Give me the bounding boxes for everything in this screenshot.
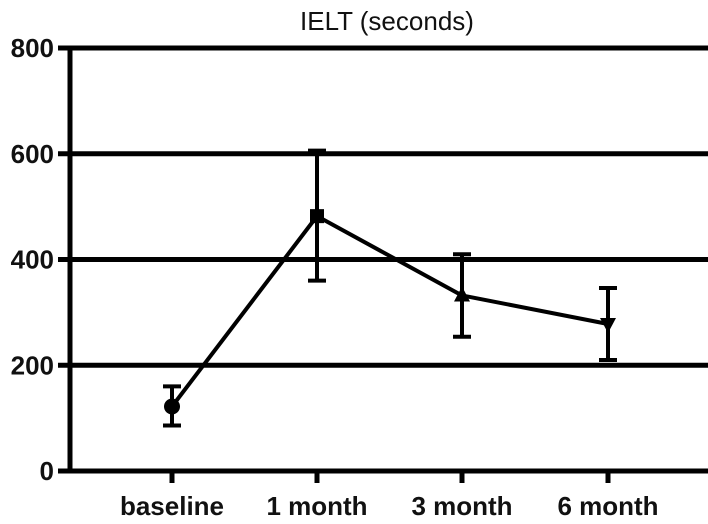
point-2 (454, 286, 470, 302)
chart-title: IELT (seconds) (300, 6, 474, 36)
series-path (170, 214, 609, 408)
x-tick-label-2: 3 month (411, 491, 512, 521)
point-3 (600, 318, 616, 334)
point-0 (164, 398, 180, 415)
y-tick-label-800: 800 (11, 33, 54, 63)
y-tick-label-600: 600 (11, 139, 54, 169)
y-tick-label-400: 400 (11, 245, 54, 275)
y-axis-ticks: 0 200 400 600 800 (11, 33, 70, 486)
point-1 (310, 209, 324, 224)
x-tick-label-3: 6 month (557, 491, 658, 521)
y-tick-label-200: 200 (11, 350, 54, 380)
y-tick-label-0: 0 (40, 456, 54, 486)
grid-lines (70, 45, 708, 368)
x-tick-label-0: baseline (120, 491, 224, 521)
x-tick-label-1: 1 month (266, 491, 367, 521)
series-line (163, 148, 617, 428)
x-axis-ticks: baseline 1 month 3 month 6 month (120, 471, 659, 521)
